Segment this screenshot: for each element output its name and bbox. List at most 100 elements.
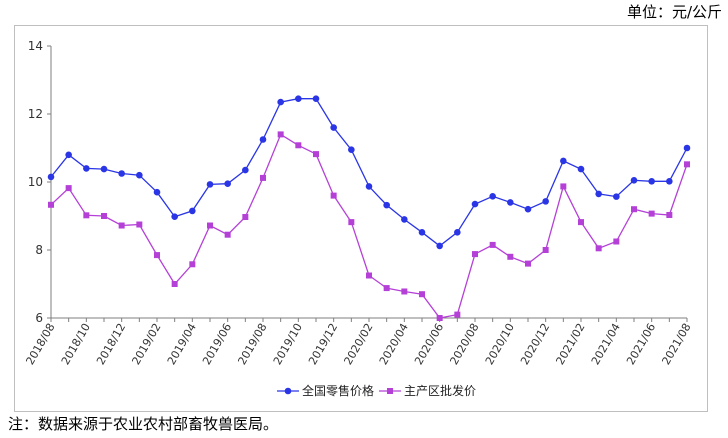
- data-point: [383, 285, 390, 292]
- data-point: [436, 242, 443, 250]
- data-point: [684, 161, 690, 168]
- legend: 全国零售价格 主产区批发价: [277, 383, 476, 398]
- data-point: [154, 252, 160, 259]
- y-axis: 6 8 10 12 14: [28, 39, 52, 325]
- data-point: [330, 124, 337, 131]
- data-point: [542, 198, 549, 205]
- data-point: [683, 144, 691, 152]
- data-point: [454, 311, 461, 318]
- data-point: [189, 207, 196, 215]
- data-point: [153, 188, 161, 196]
- data-point: [454, 229, 461, 236]
- data-point: [666, 211, 673, 218]
- data-point: [206, 181, 214, 188]
- data-point: [507, 253, 514, 260]
- chart-frame: 6 8 10 12 14 2018/08 2018/10 2018/12 2019/02 201…: [14, 25, 708, 412]
- x-tick-label: 2019/10: [271, 321, 305, 367]
- data-point: [207, 222, 213, 229]
- data-point: [313, 151, 319, 158]
- data-point: [83, 165, 90, 172]
- data-point: [560, 183, 567, 190]
- data-point: [648, 178, 655, 185]
- data-point: [630, 177, 638, 184]
- x-tick-label: 2021/08: [659, 321, 693, 367]
- data-point: [613, 193, 620, 200]
- data-point: [419, 291, 425, 298]
- data-point: [631, 206, 637, 213]
- x-axis: 2018/08 2018/10 2018/12 2019/02 2019/04 2019/…: [23, 317, 694, 367]
- data-point: [136, 171, 143, 179]
- x-tick-label: 2020/06: [412, 321, 446, 367]
- legend-label: 主产区批发价: [404, 383, 476, 398]
- x-tick-label: 2018/12: [94, 321, 128, 367]
- data-point: [83, 212, 90, 219]
- data-point: [65, 151, 72, 159]
- legend-marker: [387, 388, 393, 394]
- series-layer: [47, 95, 691, 321]
- x-tick-label: 2021/02: [553, 321, 587, 367]
- data-point: [277, 131, 284, 138]
- data-point: [224, 231, 231, 238]
- legend-marker: [284, 387, 292, 395]
- series-line: [50, 133, 688, 319]
- data-point: [118, 170, 125, 177]
- series-line: [50, 98, 688, 247]
- data-point: [259, 136, 267, 143]
- data-point: [648, 210, 655, 217]
- data-point: [118, 222, 125, 229]
- data-point: [418, 229, 426, 236]
- data-point: [48, 201, 54, 208]
- footnote: 注：数据来源于农业农村部畜牧兽医局。: [8, 415, 279, 433]
- data-point: [401, 288, 408, 295]
- data-point: [578, 219, 584, 226]
- data-point: [472, 251, 478, 258]
- data-point: [525, 260, 531, 267]
- data-point: [471, 200, 479, 208]
- x-tick-label: 2020/12: [518, 321, 552, 367]
- x-tick-label: 2018/10: [59, 321, 93, 367]
- x-tick-label: 2019/04: [165, 321, 199, 367]
- data-point: [171, 213, 178, 220]
- x-tick-label: 2018/08: [23, 321, 57, 367]
- data-point: [242, 166, 249, 174]
- data-point: [330, 192, 337, 199]
- x-tick-label: 2020/08: [447, 321, 481, 367]
- y-tick-label: 8: [35, 243, 43, 257]
- x-tick-label: 2019/02: [129, 321, 163, 367]
- data-point: [542, 247, 549, 253]
- data-point: [65, 185, 72, 192]
- data-point: [277, 98, 284, 106]
- x-tick-label: 2019/06: [200, 321, 234, 367]
- unit-label: 单位：元/公斤: [626, 3, 722, 21]
- data-point: [666, 178, 673, 185]
- data-point: [577, 165, 585, 173]
- data-point: [100, 165, 108, 173]
- x-tick-label: 2020/04: [377, 321, 411, 367]
- data-point: [489, 241, 496, 248]
- legend-label: 全国零售价格: [302, 383, 374, 398]
- x-tick-label: 2019/08: [235, 321, 269, 367]
- data-point: [524, 205, 532, 213]
- data-point: [101, 213, 107, 219]
- series-2: [48, 131, 690, 321]
- data-point: [560, 157, 567, 165]
- data-point: [489, 192, 496, 200]
- data-point: [348, 146, 355, 153]
- data-point: [295, 142, 302, 149]
- data-point: [348, 219, 355, 226]
- data-point: [136, 221, 143, 228]
- series-1: [47, 95, 691, 250]
- data-point: [295, 95, 302, 102]
- data-point: [189, 261, 196, 268]
- data-point: [366, 272, 372, 279]
- x-tick-label: 2019/12: [306, 321, 340, 367]
- data-point: [383, 201, 390, 209]
- data-point: [365, 183, 373, 190]
- data-point: [613, 238, 620, 245]
- data-point: [224, 180, 231, 187]
- data-point: [260, 174, 266, 181]
- x-tick-label: 2021/04: [589, 321, 623, 367]
- data-point: [47, 173, 55, 181]
- data-point: [436, 315, 443, 321]
